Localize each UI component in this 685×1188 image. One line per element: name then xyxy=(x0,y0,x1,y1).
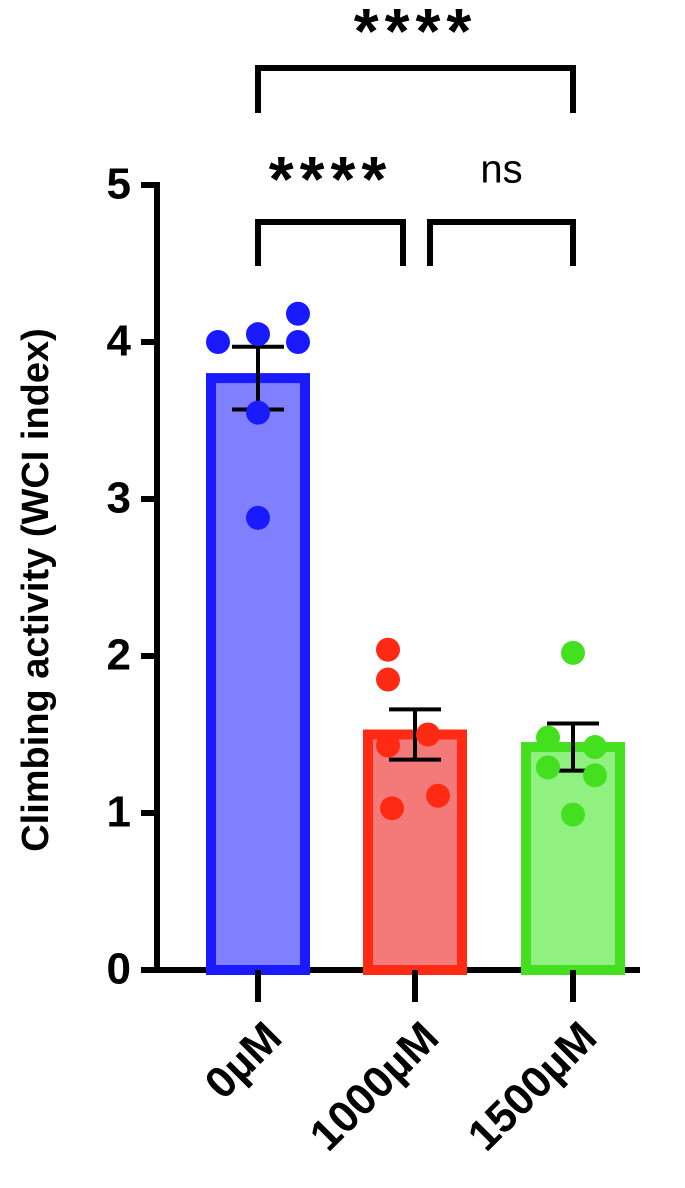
bar xyxy=(206,373,310,975)
bar xyxy=(363,729,467,975)
significance-bracket xyxy=(255,65,576,113)
x-tick-label: 0µM xyxy=(195,1013,291,1109)
data-point xyxy=(536,755,560,780)
y-axis-label: Climbing activity (WCI index) xyxy=(15,328,57,852)
y-tick-label: 2 xyxy=(107,631,131,680)
data-point xyxy=(583,763,607,788)
x-tick-label: 1000µM xyxy=(301,1013,449,1161)
data-point xyxy=(246,400,270,425)
data-point xyxy=(561,640,585,665)
y-tick-label: 1 xyxy=(107,788,131,837)
data-point xyxy=(380,796,404,821)
data-point xyxy=(583,735,607,760)
y-tick-label: 3 xyxy=(107,474,131,523)
significance-bracket xyxy=(427,219,576,266)
data-point xyxy=(376,637,400,662)
data-point xyxy=(376,733,400,758)
bar xyxy=(521,742,625,975)
y-tick-label: 0 xyxy=(107,945,131,994)
data-point xyxy=(561,802,585,827)
significance-label: **** xyxy=(354,0,478,67)
data-point xyxy=(376,667,400,692)
data-point xyxy=(286,330,310,354)
data-point xyxy=(206,330,230,354)
significance-label: ns xyxy=(480,148,522,192)
data-point xyxy=(246,322,270,347)
data-point xyxy=(416,722,440,747)
data-point xyxy=(286,301,310,326)
error-bar xyxy=(389,707,441,762)
y-tick-label: 4 xyxy=(107,317,132,366)
significance-bracket xyxy=(255,219,406,266)
data-point xyxy=(536,725,560,750)
significance-label: **** xyxy=(269,143,393,215)
x-tick-label: 1500µM xyxy=(459,1013,607,1161)
data-point xyxy=(426,783,450,808)
y-tick-label: 5 xyxy=(107,160,131,209)
data-point xyxy=(246,505,270,530)
